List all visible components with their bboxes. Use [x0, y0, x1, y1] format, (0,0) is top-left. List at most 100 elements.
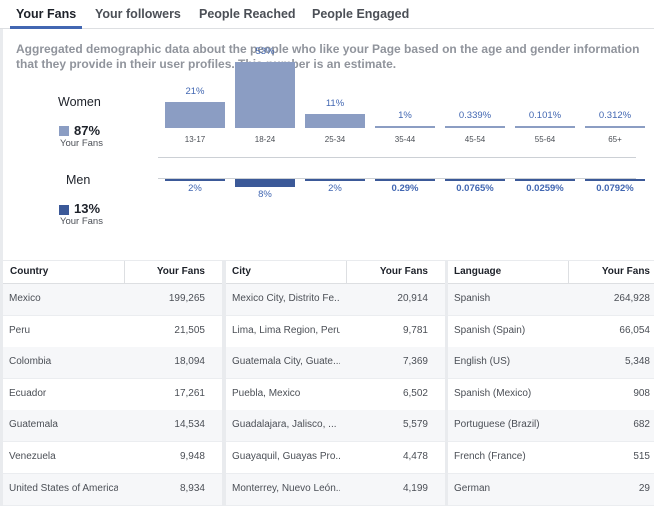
tab-people-engaged[interactable]: People Engaged	[312, 7, 410, 21]
women-bar-35-44	[375, 126, 435, 128]
women-caption: Your Fans	[60, 138, 103, 149]
table-row: Guayaquil, Guayas Pro... 4,478	[226, 442, 445, 474]
language-fans-column-header[interactable]: Your Fans	[601, 266, 650, 277]
row-label: French (France)	[454, 451, 526, 462]
country-fans-column-header[interactable]: Your Fans	[156, 266, 205, 277]
table-row: Mexico City, Distrito Fe... 20,914	[226, 284, 445, 316]
women-value-18-24: 53%	[255, 46, 275, 57]
description-text: Aggregated demographic data about the pe…	[16, 42, 640, 71]
men-bar-13-17	[165, 179, 225, 181]
age-label-13-17: 13-17	[184, 135, 206, 144]
men-bar-45-54	[445, 179, 505, 181]
men-bar-65+	[585, 179, 645, 181]
table-row: Peru 21,505	[3, 316, 222, 348]
men-bar-18-24	[235, 179, 295, 187]
row-label: Peru	[9, 324, 31, 336]
women-bar-25-34	[305, 114, 365, 128]
row-value: 9,948	[179, 451, 205, 462]
row-value: 4,199	[402, 482, 428, 494]
table-row: Monterrey, Nuevo León... 4,199	[226, 473, 445, 506]
men-title: Men	[66, 173, 91, 187]
country-table: Country Your Fans Mexico 199,265 Peru 21,50…	[3, 261, 222, 506]
row-label: Lima, Lima Region, Peru	[232, 324, 340, 336]
tab-your-followers[interactable]: Your followers	[95, 7, 181, 21]
table-row: Puebla, Mexico 6,502	[226, 379, 445, 411]
men-value-25-34: 2%	[328, 183, 342, 194]
men-swatch	[59, 205, 69, 215]
table-row: Venezuela 9,948	[3, 442, 222, 474]
men-percent: 13%	[74, 201, 101, 216]
table-row: Mexico 199,265	[3, 284, 222, 316]
women-percent: 87%	[74, 123, 101, 138]
women-bar-45-54	[445, 126, 505, 128]
tab-people-reached[interactable]: People Reached	[199, 7, 296, 21]
language-table: Language Your Fans Spanish 264,928 Spanish…	[448, 261, 654, 506]
row-value: 4,478	[402, 451, 428, 462]
table-row: Guatemala 14,534	[3, 410, 222, 443]
row-label: English (US)	[454, 356, 511, 368]
row-value: 14,534	[174, 419, 205, 431]
table-row: English (US) 5,348	[448, 347, 654, 380]
men-bar-55-64	[515, 179, 575, 181]
men-value-55-64: 0.0259%	[526, 183, 564, 194]
women-title: Women	[58, 95, 101, 109]
row-label: Spanish (Spain)	[454, 324, 526, 336]
city-table: City Your Fans Mexico City, Distrito Fe.…	[226, 261, 445, 506]
row-value: 6,502	[402, 387, 428, 399]
country-column-header[interactable]: Country	[10, 266, 49, 277]
age-label-35-44: 35-44	[394, 135, 416, 144]
row-value: 264,928	[613, 293, 650, 304]
tab-bar: Your Fans Your followers People Reached …	[0, 0, 654, 29]
men-value-45-54: 0.0765%	[456, 183, 494, 194]
age-label-65+: 65+	[608, 135, 622, 144]
women-bar-65+	[585, 126, 645, 128]
women-swatch	[59, 126, 69, 136]
women-bar-13-17	[165, 101, 225, 128]
women-value-25-34: 11%	[325, 98, 345, 110]
row-label: Venezuela	[9, 451, 56, 462]
men-value-35-44: 0.29%	[391, 183, 419, 194]
table-row: Spanish (Spain) 66,054	[448, 316, 654, 348]
age-label-25-34: 25-34	[324, 135, 346, 144]
column-divider	[346, 261, 347, 283]
row-label: Spanish	[454, 293, 491, 304]
row-value: 66,054	[619, 324, 650, 336]
age-label-45-54: 45-54	[464, 135, 486, 144]
row-label: United States of America	[9, 482, 118, 494]
row-label: Mexico	[9, 293, 41, 304]
row-label: Guatemala	[9, 419, 58, 431]
women-value-65+: 0.312%	[598, 110, 632, 121]
row-label: Portuguese (Brazil)	[454, 419, 540, 431]
language-column-header[interactable]: Language	[454, 266, 502, 277]
men-bar-35-44	[375, 179, 435, 181]
row-label: Guadalajara, Jalisco, ...	[232, 419, 337, 431]
row-value: 682	[633, 419, 650, 431]
city-table-header: City Your Fans	[226, 261, 445, 284]
table-row: Spanish 264,928	[448, 284, 654, 316]
city-fans-column-header[interactable]: Your Fans	[379, 266, 428, 277]
age-label-55-64: 55-64	[534, 135, 556, 144]
tab-your-fans[interactable]: Your Fans	[9, 0, 83, 29]
row-value: 9,781	[402, 324, 428, 336]
language-table-header: Language Your Fans	[448, 261, 654, 284]
row-value: 17,261	[174, 387, 205, 399]
row-label: German	[454, 482, 491, 494]
men-bar-25-34	[305, 179, 365, 181]
men-value-65+: 0.0792%	[596, 183, 634, 194]
row-value: 199,265	[168, 293, 205, 304]
row-label: Monterrey, Nuevo León...	[232, 482, 340, 494]
row-value: 5,579	[402, 419, 428, 431]
row-value: 18,094	[174, 356, 205, 368]
city-column-header[interactable]: City	[232, 266, 251, 277]
age-label-18-24: 18-24	[254, 135, 276, 144]
table-row: Lima, Lima Region, Peru 9,781	[226, 316, 445, 348]
women-value-55-64: 0.101%	[528, 110, 562, 121]
women-value-45-54: 0.339%	[458, 110, 492, 121]
age-axis	[158, 157, 636, 179]
row-value: 7,369	[402, 356, 428, 368]
row-value: 515	[633, 451, 650, 462]
row-value: 908	[633, 387, 650, 399]
table-row: Portuguese (Brazil) 682	[448, 410, 654, 443]
demographics-panel: Aggregated demographic data about the pe…	[3, 29, 654, 260]
row-label: Guatemala City, Guate...	[232, 356, 340, 368]
